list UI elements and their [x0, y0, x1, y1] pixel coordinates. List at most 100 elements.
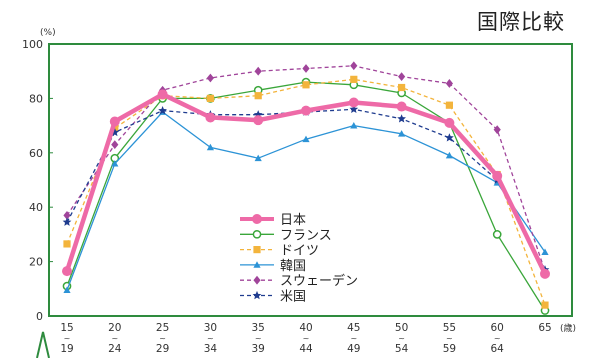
data-point — [206, 143, 214, 151]
x-tick-label: 50 — [395, 322, 408, 334]
data-point — [63, 210, 71, 220]
data-point — [62, 217, 72, 226]
data-point — [111, 140, 119, 150]
data-point — [109, 116, 120, 127]
data-point — [350, 122, 358, 129]
data-point — [302, 81, 310, 89]
data-point — [398, 72, 406, 82]
data-point — [492, 170, 503, 181]
legend-label: ドイツ — [280, 244, 319, 259]
data-point — [492, 230, 502, 239]
data-point — [254, 92, 262, 100]
legend-item: 日本 — [240, 213, 306, 228]
data-point — [493, 125, 501, 135]
x-tick-label: 60 — [491, 322, 504, 334]
x-tick-tilde: ~ — [446, 334, 453, 343]
x-tick-tilde: ~ — [494, 334, 501, 343]
legend-label: 日本 — [280, 213, 306, 228]
y-tick-label: 80 — [29, 92, 43, 105]
x-tick-label: 20 — [108, 322, 121, 334]
x-tick-tilde: ~ — [207, 334, 214, 343]
data-point — [541, 248, 549, 255]
data-point — [253, 115, 264, 126]
x-tick-tilde: ~ — [64, 334, 71, 343]
data-point — [157, 89, 168, 100]
data-point — [63, 240, 71, 248]
data-point — [252, 290, 262, 300]
x-tick-label-end: 34 — [204, 343, 218, 355]
legend-label: スウェーデン — [280, 273, 358, 289]
legend-item: ドイツ — [240, 244, 319, 259]
data-point — [444, 117, 455, 128]
data-point — [63, 286, 71, 294]
data-point — [253, 246, 261, 254]
y-axis-label: (%) — [40, 28, 56, 38]
legend-label: 米国 — [280, 290, 306, 305]
x-tick-tilde: ~ — [303, 334, 310, 343]
x-tick-tilde: ~ — [111, 334, 118, 343]
x-tick-label: 45 — [347, 322, 360, 334]
x-axis-unit: (歳) — [560, 322, 576, 334]
data-point — [396, 101, 407, 112]
series-0 — [62, 89, 550, 279]
data-point — [301, 105, 311, 116]
data-point — [397, 114, 406, 123]
legend-item: 米国 — [240, 290, 306, 305]
x-tick-label-end: 54 — [395, 343, 409, 355]
y-tick-label: 0 — [36, 310, 43, 323]
x-tick-label: 40 — [299, 322, 312, 334]
x-tick-label: 65 — [538, 322, 551, 334]
series-line — [66, 78, 546, 306]
data-point — [254, 154, 262, 162]
chart-frame — [48, 43, 573, 317]
x-tick-tilde: ~ — [159, 334, 166, 343]
legend-label: 韓国 — [280, 259, 306, 274]
x-tick-label: 15 — [60, 322, 73, 334]
x-tick-label: 35 — [252, 322, 265, 334]
data-point — [111, 160, 119, 167]
data-point — [349, 104, 359, 113]
data-point — [302, 64, 310, 73]
x-tick-label: 30 — [204, 322, 217, 334]
x-tick-label-end: 64 — [491, 343, 505, 355]
x-tick-tilde: ~ — [398, 334, 405, 343]
data-point — [252, 229, 262, 239]
x-tick-label-end: 24 — [108, 343, 122, 355]
data-point — [206, 94, 214, 102]
data-point — [62, 266, 72, 277]
series-layer — [62, 61, 550, 315]
data-point — [253, 275, 261, 285]
data-point — [302, 135, 310, 143]
x-tick-label-end: 49 — [347, 343, 360, 355]
x-tick-label-end: 59 — [443, 343, 456, 355]
y-tick-label: 100 — [22, 38, 43, 51]
x-tick-tilde: ~ — [255, 334, 262, 343]
data-point — [348, 97, 359, 108]
axes: (%)02040608010015~1920~2425~2930~3435~39… — [22, 28, 576, 359]
x-tick-tilde: ~ — [350, 334, 357, 343]
data-point — [254, 66, 262, 76]
data-point — [398, 83, 406, 92]
x-tick-label: 25 — [156, 322, 169, 334]
data-point — [158, 106, 167, 115]
data-point — [445, 101, 453, 109]
data-point — [350, 61, 358, 71]
y-tick-label: 20 — [29, 256, 43, 269]
x-tick-label-end: 44 — [299, 343, 313, 355]
plot-border — [48, 43, 573, 317]
data-point — [445, 79, 453, 88]
chart-title: 国際比較 — [477, 10, 565, 34]
data-point — [205, 112, 216, 123]
x-tick-label-end: 39 — [252, 343, 265, 355]
data-point — [206, 73, 214, 83]
corner-mark — [36, 331, 50, 359]
x-tick-label-end: 19 — [60, 343, 73, 355]
y-tick-label: 60 — [29, 147, 43, 160]
legend-item: 韓国 — [240, 259, 306, 274]
legend-item: スウェーデン — [240, 273, 358, 289]
data-point — [398, 130, 406, 137]
x-tick-label: 55 — [443, 322, 456, 334]
data-point — [252, 214, 262, 224]
